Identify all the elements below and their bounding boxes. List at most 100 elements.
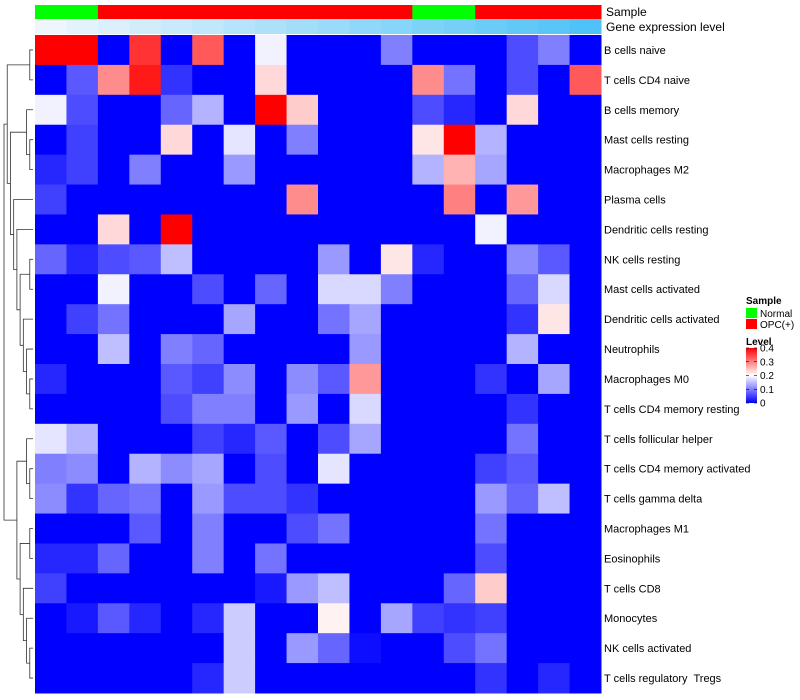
heatmap-cell <box>286 274 319 305</box>
heatmap-cell <box>475 244 508 275</box>
row-dendrogram <box>3 49 33 679</box>
heatmap-cell <box>538 423 571 455</box>
heatmap-cell <box>35 543 67 574</box>
heatmap-cell <box>129 184 162 215</box>
heatmap-cell <box>35 64 67 96</box>
heatmap-cell <box>538 334 571 365</box>
expression-cell <box>380 19 413 34</box>
heatmap-cell <box>35 513 67 544</box>
heatmap-cell <box>443 633 476 664</box>
heatmap-cell <box>286 393 319 425</box>
heatmap-cell <box>538 154 571 186</box>
sample-cell <box>129 5 162 19</box>
heatmap-cell <box>35 483 67 515</box>
heatmap-cell <box>255 513 288 544</box>
heatmap-cell <box>318 304 350 335</box>
heatmap-cell <box>255 663 288 694</box>
heatmap-cell <box>255 124 288 156</box>
heatmap-cell <box>349 364 382 395</box>
heatmap-cell <box>475 364 508 395</box>
heatmap-cell <box>318 543 350 574</box>
heatmap-cell <box>223 423 256 455</box>
heatmap-cell <box>129 64 162 96</box>
heatmap-cell <box>35 244 67 275</box>
heatmap-cell <box>380 513 413 544</box>
row-label: T cells CD4 memory resting <box>604 404 740 416</box>
heatmap-cell <box>569 393 602 425</box>
heatmap-cell <box>97 35 130 66</box>
heatmap-cell <box>35 184 67 215</box>
row-labels: B cells naive T cells CD4 naive B cells me… <box>604 45 751 685</box>
legend-level-ticks: 0.4 0.3 0.2 0.1 0 <box>746 344 774 410</box>
heatmap-cell <box>538 35 571 66</box>
heatmap-cell <box>443 453 476 485</box>
heatmap-cell <box>412 633 445 664</box>
heatmap-cell <box>255 573 288 604</box>
heatmap-cell <box>475 64 508 96</box>
heatmap-cell <box>443 663 476 694</box>
heatmap-cell <box>538 633 571 664</box>
expression-cell <box>66 19 99 34</box>
heatmap-cell <box>129 633 162 664</box>
expression-track-label: Gene expression level <box>606 20 725 34</box>
heatmap-cell <box>97 94 130 126</box>
heatmap-cell <box>35 274 67 305</box>
heatmap-cell <box>286 633 319 664</box>
heatmap-cell <box>380 663 413 694</box>
heatmap-cell <box>35 94 67 126</box>
heatmap-cell <box>97 543 130 574</box>
heatmap-cell <box>286 603 319 634</box>
heatmap-cell <box>380 214 413 245</box>
heatmap-cell <box>443 423 476 455</box>
heatmap-cell <box>223 244 256 275</box>
heatmap-cell <box>97 64 130 96</box>
heatmap-cell <box>192 274 225 305</box>
heatmap-cell <box>380 543 413 574</box>
sample-cell <box>538 5 571 19</box>
heatmap-cell <box>349 35 382 66</box>
heatmap-cell <box>318 483 350 515</box>
heatmap-cell <box>412 423 445 455</box>
heatmap-cell <box>192 603 225 634</box>
heatmap-cell <box>380 304 413 335</box>
heatmap-cell <box>538 393 571 425</box>
heatmap-cell <box>412 94 445 126</box>
heatmap-cell <box>506 35 539 66</box>
heatmap-cell <box>475 334 508 365</box>
heatmap-cell <box>223 483 256 515</box>
heatmap-cell <box>443 543 476 574</box>
heatmap-cell <box>349 94 382 126</box>
heatmap-cell <box>349 573 382 604</box>
heatmap-cell <box>192 244 225 275</box>
dendrogram-branch <box>22 587 33 642</box>
heatmap-cell <box>255 35 288 66</box>
heatmap-cell <box>349 513 382 544</box>
heatmap-cell <box>160 543 193 574</box>
heatmap-cell <box>223 304 256 335</box>
heatmap-cell <box>538 513 571 544</box>
heatmap-cell <box>35 573 67 604</box>
heatmap-cell <box>349 244 382 275</box>
expression-cell <box>475 19 508 34</box>
heatmap-cell <box>443 94 476 126</box>
heatmap-cell <box>318 274 350 305</box>
heatmap-cell <box>192 184 225 215</box>
heatmap-cell <box>569 543 602 574</box>
heatmap-cell <box>66 154 99 186</box>
heatmap-cell <box>349 663 382 694</box>
heatmap-cell <box>349 393 382 425</box>
heatmap-cell <box>223 513 256 544</box>
heatmap-cell <box>443 64 476 96</box>
heatmap-cell <box>443 214 476 245</box>
legend-sample-title: Sample <box>746 296 782 307</box>
heatmap-cell <box>160 94 193 126</box>
legend-item-opc: OPC(+) <box>760 320 794 331</box>
heatmap-cell <box>160 334 193 365</box>
heatmap-cell <box>129 543 162 574</box>
heatmap-cell <box>318 603 350 634</box>
dendrogram-branch <box>29 139 33 170</box>
heatmap-cell <box>349 304 382 335</box>
row-label: Mast cells activated <box>604 284 700 296</box>
heatmap-cell <box>475 274 508 305</box>
heatmap-cell <box>412 364 445 395</box>
